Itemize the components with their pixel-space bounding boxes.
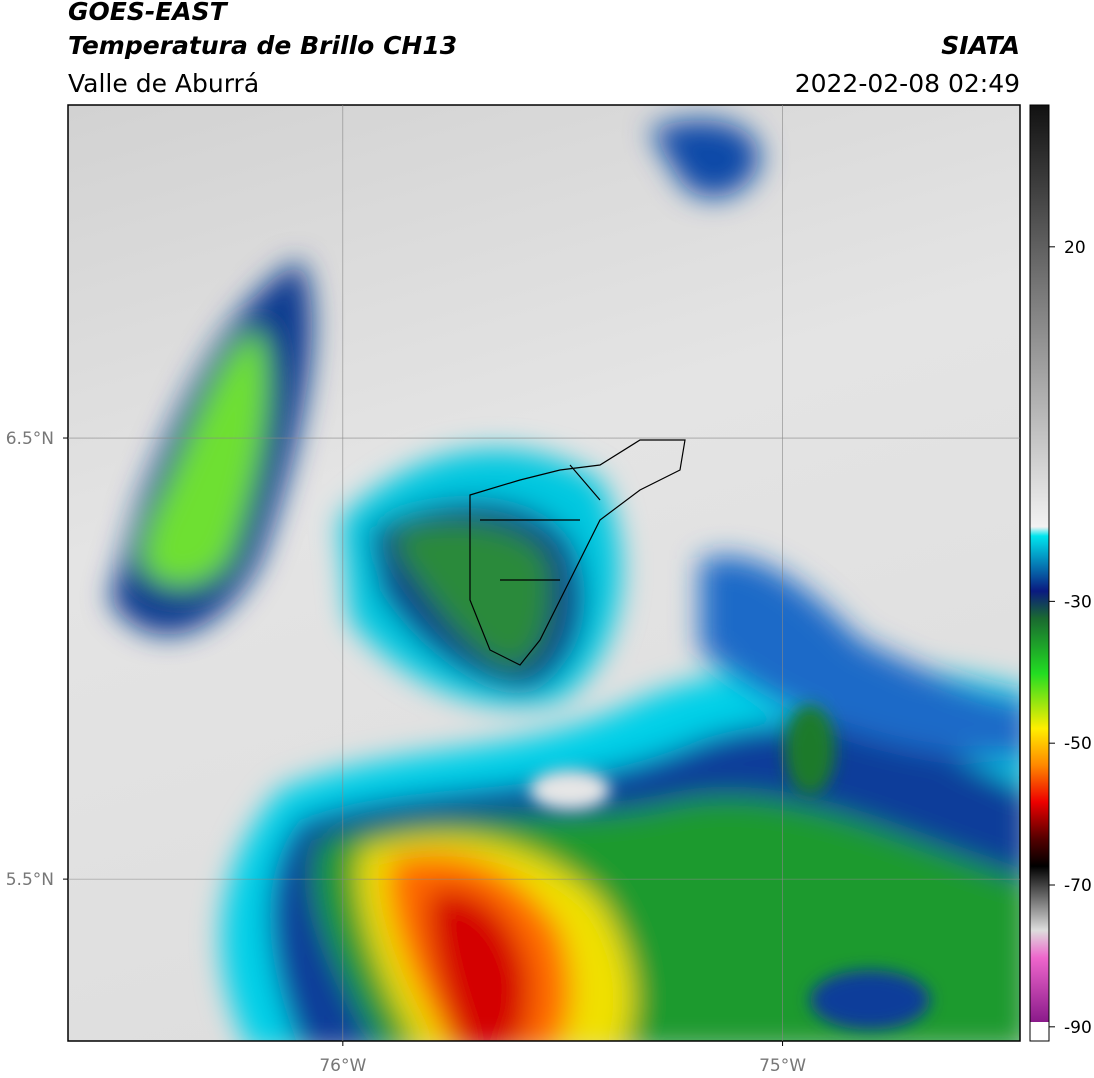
- region: Valle de Aburrá: [68, 69, 259, 98]
- y-tick-label: 5.5°N: [6, 870, 54, 890]
- municipal-borders: [469, 439, 686, 666]
- colorbar: [1030, 105, 1049, 1022]
- colorbar-tick-label: -70: [1064, 876, 1092, 896]
- x-tick-label: 75°W: [759, 1056, 806, 1076]
- source: SIATA: [941, 31, 1020, 60]
- subtitle: Temperatura de Brillo CH13: [68, 31, 457, 60]
- x-tick-label: 76°W: [319, 1056, 366, 1076]
- map-frame: [67, 104, 1021, 1042]
- colorbar-tick-label: -50: [1064, 734, 1092, 754]
- colorbar-under: [1030, 1022, 1049, 1041]
- y-tick-label: 6.5°N: [6, 429, 54, 449]
- map-image: [68, 105, 1020, 1041]
- colorbar-frame: [1029, 104, 1050, 1042]
- colorbar-tick-label: -90: [1064, 1018, 1092, 1038]
- colorbar-tick-label: 20: [1064, 238, 1086, 258]
- timestamp: 2022-02-08 02:49: [795, 69, 1020, 98]
- colorbar-tick-label: -30: [1064, 592, 1092, 612]
- title: GOES-EAST: [68, 0, 229, 26]
